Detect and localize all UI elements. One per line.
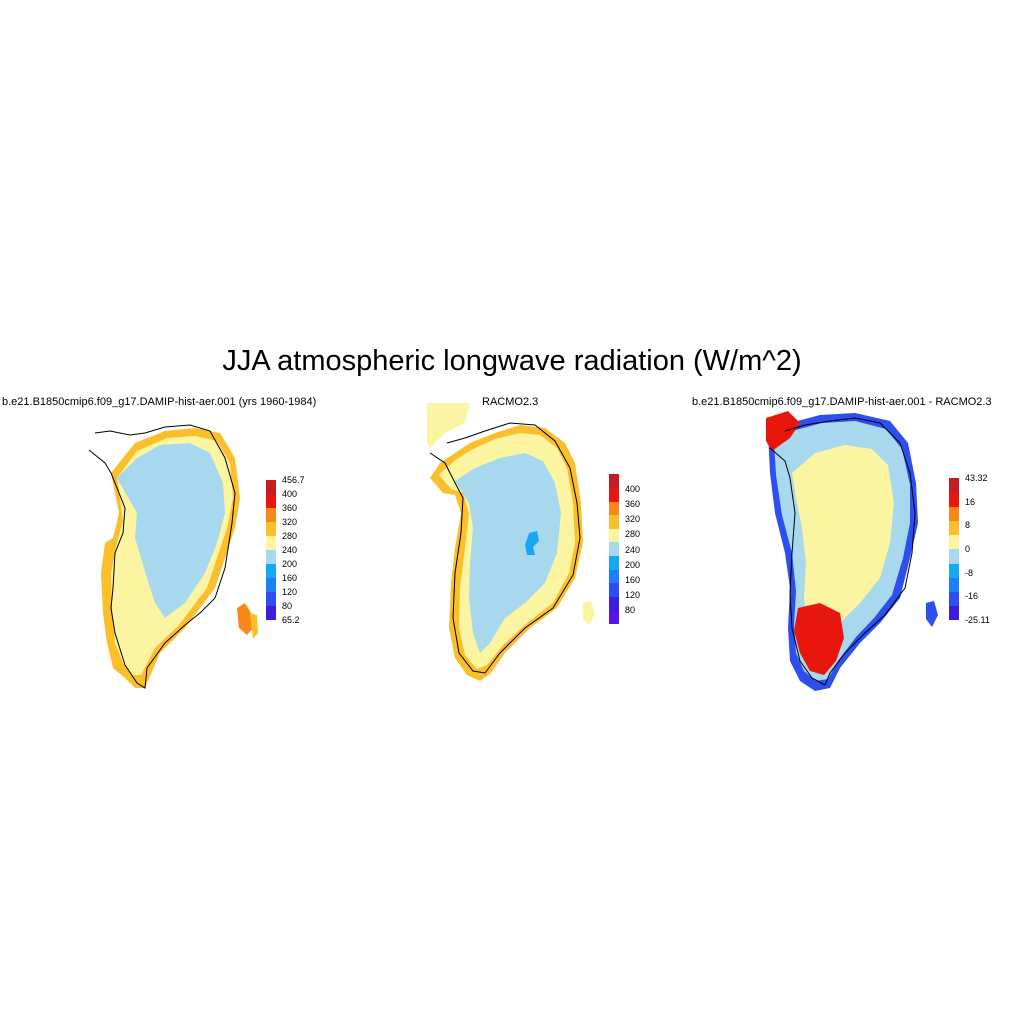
colorbar-label: 200 — [282, 559, 298, 569]
colorbar-label: 120 — [282, 587, 298, 597]
colorbar-label: 320 — [625, 514, 641, 525]
panel-title-model: b.e21.B1850cmip6.f09_g17.DAMIP-hist-aer.… — [2, 396, 317, 408]
colorbar-box — [609, 501, 619, 516]
colorbar-box — [609, 569, 619, 584]
colorbar-label: 320 — [282, 517, 298, 527]
coastline — [429, 422, 581, 674]
colorbar-box — [266, 592, 276, 607]
colorbar-box — [949, 605, 959, 621]
colorbar-label: -16 — [965, 591, 979, 602]
map-field-interior — [455, 453, 561, 653]
colorbar-label: 360 — [625, 499, 641, 510]
colorbar-box — [266, 578, 276, 593]
map-field-interior — [117, 443, 225, 618]
colorbar-box — [266, 550, 276, 565]
map-field-accent — [525, 531, 539, 555]
colorbar-box — [609, 487, 619, 502]
colorbar-label: 0 — [965, 544, 971, 554]
colorbar-box — [609, 474, 619, 488]
greenland-map-model — [88, 424, 258, 689]
island-patch — [583, 601, 595, 625]
colorbar-box — [609, 542, 619, 557]
coastline — [88, 424, 236, 689]
map-field-accent-nw — [766, 411, 800, 451]
colorbar-label: 80 — [282, 601, 293, 611]
colorbar-box — [609, 583, 619, 597]
colorbar-label: 360 — [282, 503, 298, 513]
colorbar-label: -8 — [965, 567, 974, 578]
colorbar-label: 160 — [625, 574, 641, 585]
panel-title-racmo: RACMO2.3 — [482, 396, 539, 408]
colorbar-label: 65.2 — [282, 615, 300, 625]
figure-title: JJA atmospheric longwave radiation (W/m^… — [222, 345, 802, 377]
map-field-margin-nw — [427, 403, 470, 448]
colorbar-label: 400 — [625, 484, 641, 494]
colorbar-box — [949, 549, 959, 564]
colorbar-box — [266, 564, 276, 579]
colorbar-box — [949, 478, 959, 493]
colorbar-box — [609, 555, 619, 570]
colorbar-label: 8 — [965, 520, 971, 531]
colorbar-label: 200 — [625, 559, 641, 570]
colorbar-box — [266, 536, 276, 551]
colorbar-label: 280 — [625, 529, 641, 540]
island-patch-edge — [250, 613, 258, 639]
colorbar-box — [609, 528, 619, 543]
island-patch — [926, 601, 938, 627]
colorbar-box — [609, 514, 619, 529]
colorbar-box — [949, 506, 959, 521]
island-patch — [237, 603, 253, 635]
colorbar-box — [949, 520, 959, 536]
colorbar-label: 240 — [282, 545, 298, 555]
colorbar-label: 400 — [282, 489, 298, 499]
colorbar-label: 160 — [282, 573, 298, 583]
colorbar-label: 43.32 — [965, 473, 988, 483]
map-field-accent — [794, 603, 844, 675]
colorbar-box — [949, 591, 959, 607]
colorbar-box — [266, 494, 276, 509]
panel-title-difference: b.e21.B1850cmip6.f09_g17.DAMIP-hist-aer.… — [692, 396, 992, 408]
colorbar-label: 456.7 — [282, 475, 305, 485]
colorbar-box — [949, 563, 959, 578]
colorbar-box — [949, 492, 959, 507]
coastline — [769, 417, 916, 686]
greenland-map-racmo — [427, 403, 595, 681]
map-field-interior — [792, 445, 894, 638]
colorbar-box — [609, 596, 619, 611]
colorbar-label: 280 — [282, 531, 298, 541]
colorbar-box — [266, 522, 276, 537]
colorbar-box — [949, 577, 959, 592]
colorbar-box — [266, 606, 276, 621]
colorbar-box — [609, 610, 619, 625]
colorbar-label: -25.11 — [965, 615, 990, 625]
colorbar-label: 240 — [625, 544, 641, 555]
colorbar-label: 80 — [625, 605, 636, 615]
colorbar-label: 16 — [965, 496, 976, 507]
colorbar-box — [949, 534, 959, 550]
colorbar-label: 120 — [625, 589, 641, 600]
colorbar-box — [266, 508, 276, 523]
greenland-map-difference — [766, 411, 938, 691]
colorbar-box — [266, 480, 276, 495]
